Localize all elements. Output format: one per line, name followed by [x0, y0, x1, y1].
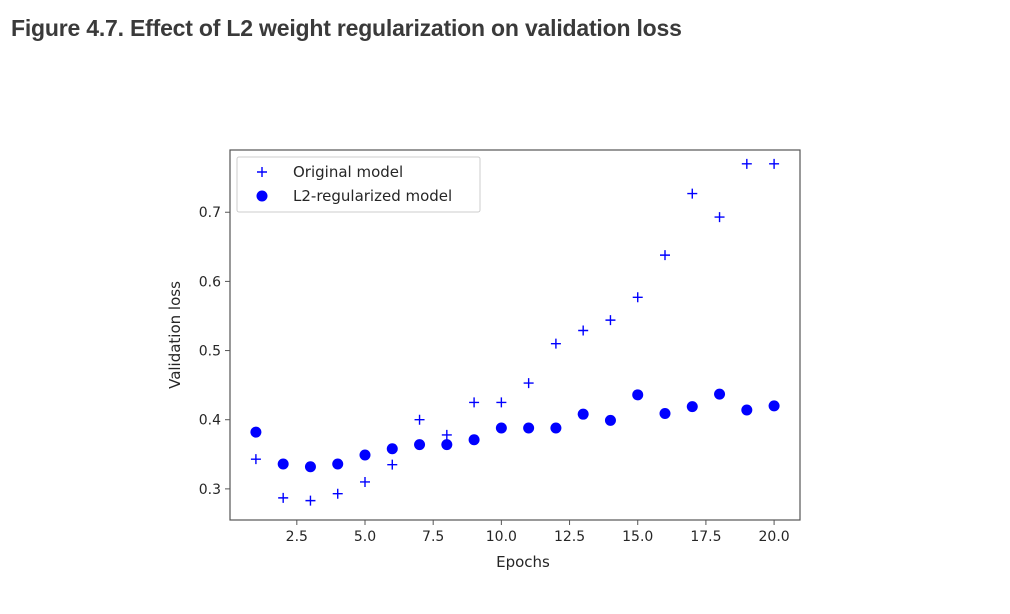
data-point-plus: [414, 414, 425, 425]
data-point-plus: [360, 476, 370, 487]
series-original-model: [250, 158, 780, 506]
data-point-plus: [278, 492, 289, 503]
legend-label: Original model: [293, 163, 403, 181]
data-point-plus: [687, 188, 698, 199]
x-tick-label: 15.0: [622, 529, 653, 545]
data-point-plus: [605, 315, 616, 326]
data-point-plus: [578, 325, 589, 336]
y-tick-label: 0.3: [199, 482, 221, 498]
legend-marker-plus: [257, 167, 267, 177]
figure-title: Figure 4.7. Effect of L2 weight regulari…: [11, 15, 682, 41]
data-point-plus: [305, 495, 316, 506]
data-point-plus: [250, 454, 261, 465]
data-point-plus: [332, 488, 343, 499]
legend-marker-circle: [256, 190, 268, 202]
x-tick-label: 20.0: [759, 529, 790, 545]
data-point-circle: [686, 401, 698, 413]
legend-label: L2-regularized model: [293, 187, 452, 205]
data-point-plus: [469, 397, 480, 408]
data-point-circle: [741, 404, 753, 416]
x-tick-label: 2.5: [286, 529, 308, 545]
data-point-circle: [550, 422, 562, 434]
data-point-plus: [387, 459, 398, 470]
legend: Original model L2-regularized model: [236, 156, 481, 213]
data-point-plus: [496, 397, 507, 408]
data-point-circle: [332, 458, 344, 470]
data-point-circle: [441, 439, 453, 451]
data-point-plus: [714, 212, 725, 223]
data-point-plus: [441, 429, 452, 440]
data-point-circle: [577, 408, 589, 420]
axes: 2.5 5.0 7.5 10.0 12.5 15.0 17.5 20.0 0.3 0.4 0.5 0.…: [166, 205, 790, 571]
x-tick-label: 10.0: [486, 529, 517, 545]
data-point-circle: [304, 461, 316, 473]
data-point-circle: [632, 389, 644, 401]
data-point-plus: [769, 158, 780, 169]
data-point-plus: [550, 338, 561, 349]
x-tick-label: 7.5: [422, 529, 444, 545]
data-point-plus: [523, 378, 534, 389]
y-tick-label: 0.7: [199, 205, 221, 221]
data-point-plus: [741, 158, 752, 169]
data-point-circle: [468, 434, 480, 446]
data-point-circle: [277, 458, 289, 470]
data-point-circle: [523, 422, 535, 434]
x-tick-label: 17.5: [690, 529, 721, 545]
data-point-circle: [495, 422, 507, 434]
data-point-plus: [660, 250, 670, 261]
data-point-circle: [414, 439, 426, 451]
x-axis-label: Epochs: [496, 553, 550, 571]
data-markers: [250, 158, 780, 506]
data-point-circle: [768, 400, 780, 412]
data-point-circle: [604, 414, 616, 426]
x-tick-label: 5.0: [354, 529, 376, 545]
y-tick-label: 0.5: [199, 344, 221, 360]
data-point-circle: [659, 407, 671, 419]
data-point-circle: [250, 426, 262, 438]
data-point-circle: [386, 443, 398, 455]
data-point-circle: [714, 388, 726, 400]
y-tick-label: 0.6: [199, 274, 221, 290]
data-point-circle: [359, 449, 371, 461]
x-tick-label: 12.5: [554, 529, 585, 545]
legend-box: [236, 156, 481, 213]
series-l2-regularized-model: [250, 388, 780, 473]
data-point-plus: [632, 292, 643, 303]
y-axis-label: Validation loss: [166, 281, 184, 389]
y-tick-label: 0.4: [199, 413, 221, 429]
